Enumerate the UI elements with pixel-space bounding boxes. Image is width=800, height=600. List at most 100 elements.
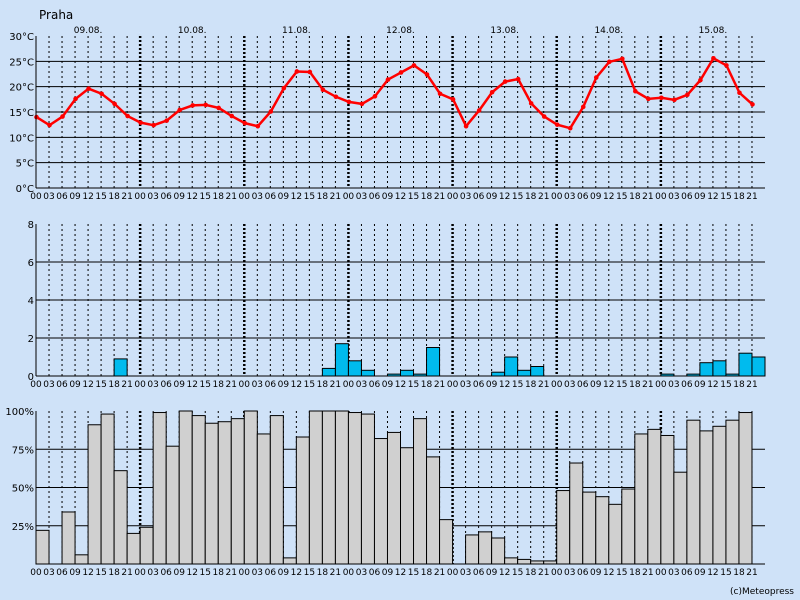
hour-tick-label: 03 — [43, 192, 54, 202]
hour-tick-label: 00 — [655, 380, 667, 390]
data-bar — [517, 558, 532, 565]
data-bar — [556, 490, 571, 565]
day-label: 14.08. — [594, 26, 623, 36]
temperature-point — [502, 79, 508, 84]
temperature-point — [489, 89, 495, 95]
hour-tick-label: 12 — [603, 380, 614, 390]
hour-tick-label: 21 — [121, 192, 132, 202]
hour-tick-label: 15 — [95, 568, 106, 578]
temperature-point — [73, 96, 78, 102]
data-bar — [608, 503, 623, 565]
y-tick-label: 8 — [28, 220, 34, 231]
hour-tick-label: 12 — [499, 380, 510, 390]
temperature-point — [281, 85, 287, 91]
data-bar — [413, 418, 428, 565]
temperature-point — [60, 114, 65, 119]
hour-tick-label: 03 — [356, 192, 367, 202]
hour-tick-label: 00 — [551, 192, 563, 202]
hour-tick-label: 00 — [447, 192, 459, 202]
data-bar — [517, 369, 532, 377]
hour-tick-label: 03 — [564, 568, 575, 578]
temperature-point — [750, 102, 755, 107]
data-bar — [465, 534, 480, 565]
hour-tick-label: 06 — [160, 568, 172, 578]
data-bar — [334, 343, 349, 377]
hour-tick-label: 15 — [512, 380, 523, 390]
hour-tick-label: 00 — [551, 380, 563, 390]
hour-tick-label: 06 — [473, 192, 485, 202]
temperature-point — [437, 91, 443, 97]
data-bar — [217, 421, 232, 565]
data-bar — [582, 491, 597, 565]
hour-tick-label: 21 — [226, 568, 237, 578]
hour-tick-label: 21 — [538, 192, 549, 202]
temperature-line — [35, 56, 754, 130]
hour-tick-label: 18 — [317, 380, 329, 390]
day-label: 10.08. — [178, 26, 207, 36]
data-bar — [334, 410, 349, 565]
temperature-point — [476, 108, 482, 113]
temperature-point — [203, 102, 209, 108]
temperature-point — [724, 63, 729, 68]
data-bar — [373, 438, 388, 565]
data-bar — [426, 456, 441, 565]
data-bar — [256, 433, 271, 565]
temperature-point — [112, 101, 117, 107]
hour-tick-label: 15 — [408, 192, 419, 202]
y-tick-label: 10°C — [9, 133, 34, 144]
hour-tick-label: 06 — [577, 192, 589, 202]
y-tick-label: 20°C — [9, 83, 34, 94]
day-label: 15.08. — [699, 26, 728, 36]
hour-tick-label: 00 — [134, 380, 146, 390]
data-bar — [621, 488, 636, 565]
data-bar — [61, 511, 76, 565]
data-bar — [738, 412, 753, 565]
data-bar — [400, 369, 415, 377]
temperature-point — [633, 88, 638, 94]
data-bar — [308, 410, 323, 565]
y-tick-label: 5°C — [16, 159, 34, 170]
hour-tick-label: 09 — [590, 568, 602, 578]
hour-tick-label: 12 — [395, 568, 406, 578]
hour-tick-label: 00 — [134, 568, 146, 578]
hour-tick-label: 15 — [304, 568, 315, 578]
hour-tick-label: 18 — [629, 380, 641, 390]
data-bar — [191, 415, 206, 565]
temperature-point — [593, 75, 599, 80]
hour-tick-label: 12 — [291, 568, 302, 578]
temperature-point — [268, 109, 274, 114]
data-bar — [712, 360, 727, 377]
hour-tick-label: 15 — [304, 380, 315, 390]
hour-tick-label: 00 — [343, 568, 355, 578]
hour-tick-label: 09 — [382, 568, 394, 578]
y-tick-label: 6 — [28, 258, 34, 269]
location-title: Praha — [39, 8, 73, 22]
data-bar — [204, 422, 219, 565]
temperature-point — [737, 90, 742, 96]
hour-tick-label: 03 — [460, 380, 471, 390]
hour-tick-label: 06 — [681, 380, 693, 390]
hour-tick-label: 00 — [30, 568, 42, 578]
temperature-point — [47, 122, 52, 128]
data-bar — [660, 434, 675, 565]
hour-tick-label: 06 — [473, 380, 485, 390]
hour-tick-label: 21 — [538, 568, 549, 578]
hour-tick-label: 00 — [239, 192, 251, 202]
hour-tick-label: 00 — [239, 568, 251, 578]
hour-tick-label: 15 — [616, 192, 627, 202]
data-bar — [400, 447, 415, 565]
temperature-point — [307, 69, 313, 75]
hour-tick-label: 18 — [213, 380, 225, 390]
hour-tick-label: 21 — [642, 568, 653, 578]
y-tick-label: 25% — [12, 522, 34, 533]
data-bar — [243, 410, 258, 565]
hour-tick-label: 21 — [434, 380, 445, 390]
hour-tick-label: 06 — [577, 380, 589, 390]
hour-tick-label: 21 — [226, 380, 237, 390]
data-bar — [282, 557, 297, 565]
temperature-point — [554, 122, 560, 127]
data-bar — [439, 519, 454, 565]
temperature-point — [320, 87, 326, 93]
temperature-point — [385, 77, 391, 82]
temperature-point — [411, 63, 417, 68]
